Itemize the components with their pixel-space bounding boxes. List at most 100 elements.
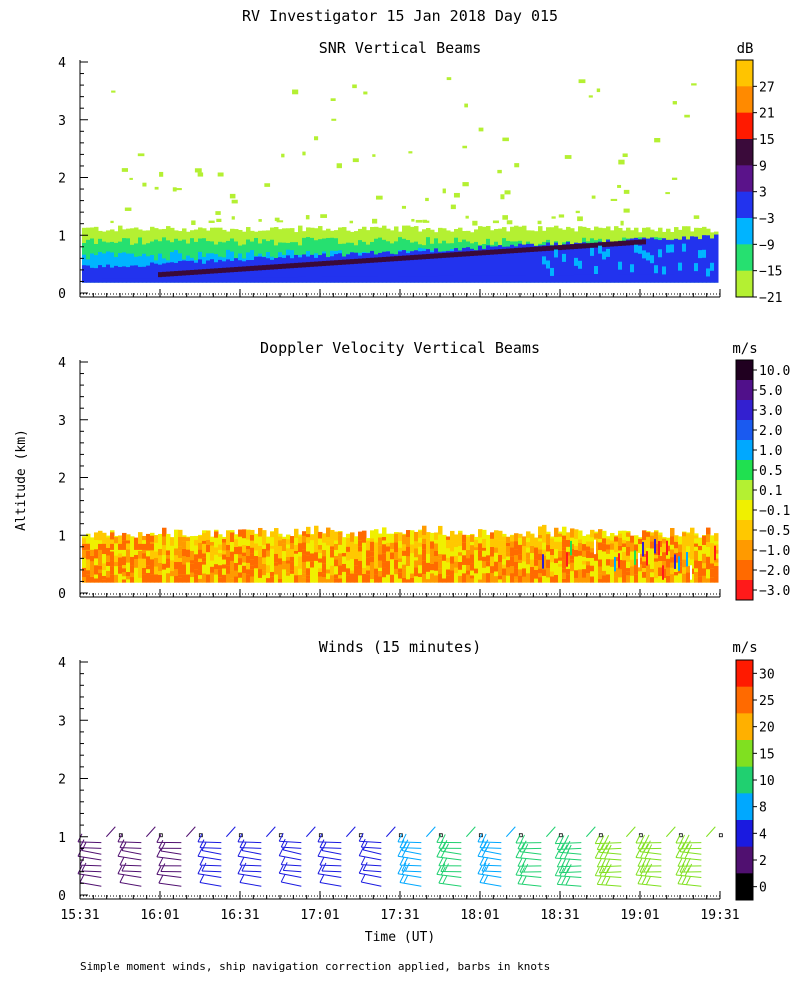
doppler-cell [186,557,191,563]
doppler-cell [658,546,663,553]
doppler-cell [642,530,647,541]
doppler-cell [306,578,311,583]
doppler-units: m/s [732,341,757,357]
doppler-cell [398,568,403,573]
doppler-cell [554,541,559,550]
snr-speck [671,177,678,180]
doppler-cell [166,542,171,551]
doppler-cell [534,559,539,566]
doppler-cell [122,576,127,580]
wind-barb-flag [440,849,446,858]
snr-band-3 [274,257,279,283]
snr-band-3-low [602,274,607,283]
doppler-cell [394,533,399,543]
doppler-cell [118,557,123,567]
wind-barb-flag [556,858,562,868]
doppler-cell [226,556,231,566]
doppler-cell [246,555,251,563]
doppler-cell [466,570,471,575]
doppler-cell [502,568,507,576]
wind-barb-flag [397,865,403,874]
doppler-cell [378,533,383,538]
doppler-cell [318,562,323,569]
snr-echo-layer [514,248,519,254]
snr-speck [352,158,359,163]
doppler-cell [266,578,271,583]
doppler-cell [534,547,539,556]
colorbar-swatch [736,686,753,714]
doppler-cell [706,534,711,543]
doppler-cell [526,542,531,548]
doppler-cell [686,565,691,573]
snr-echo-layer [310,261,315,267]
doppler-cell [138,558,143,569]
wind-station-marker [158,833,163,838]
doppler-cell [246,574,251,583]
doppler-cell [314,535,319,545]
doppler-cell [206,574,211,583]
snr-band-3 [294,254,299,283]
snr-band-3-low [462,275,467,283]
wind-barb-flag [362,841,368,851]
doppler-cell [106,561,111,566]
x-tick-label: 17:31 [380,908,419,923]
snr-band-3 [482,248,487,283]
snr-speck [363,91,368,95]
doppler-cell [294,550,299,554]
wind-station-marker [438,833,443,838]
snr-speck [591,195,596,199]
snr-band-3-low [586,274,591,283]
doppler-cell [598,538,603,543]
snr-echo-layer [510,248,515,254]
doppler-cell [650,548,655,558]
snr-band-3 [282,257,287,283]
doppler-cell [550,545,555,549]
doppler-cell [310,577,315,583]
doppler-cell [110,560,115,567]
snr-band-3-low [666,274,671,283]
doppler-cell [674,535,679,542]
snr-band-3-low [386,276,391,283]
snr-speck [408,151,413,154]
doppler-cell [438,537,443,548]
doppler-cell [610,532,615,541]
snr-speck [665,192,670,195]
doppler-cell [434,556,439,562]
snr-band-3 [582,242,587,283]
doppler-cell [622,539,627,544]
doppler-cell [326,573,331,580]
doppler-stripe [686,552,688,567]
doppler-cell [126,543,131,550]
doppler-cell [386,574,391,583]
doppler-cell [202,561,207,565]
wind-barb-flag [237,833,243,843]
doppler-cell [422,535,427,539]
snr-speck [497,169,502,174]
wind-barb-flag [319,839,325,848]
doppler-cell [626,571,631,576]
snr-band-3 [674,238,679,283]
doppler-cell [142,574,147,583]
snr-band-3-low [82,278,87,283]
doppler-cell [598,579,603,583]
doppler-cell [438,554,443,559]
wind-barb-upper [505,826,516,838]
doppler-cell [650,541,655,549]
doppler-cell [202,576,207,583]
wind-barb-flag [561,876,567,885]
doppler-cell [134,554,139,560]
snr-band-3 [702,235,707,283]
doppler-cell [626,532,631,537]
x-tick-label: 19:31 [700,908,739,923]
doppler-cell [690,527,695,535]
colorbar-swatch [736,380,753,401]
wind-barb-shaft [359,840,382,844]
snr-band-3-low [138,278,143,283]
doppler-cell [326,569,331,574]
snr-patch [546,260,551,269]
doppler-cell [154,566,159,575]
snr-speck [191,220,196,225]
snr-band-3 [498,245,503,283]
doppler-cell [382,567,387,578]
